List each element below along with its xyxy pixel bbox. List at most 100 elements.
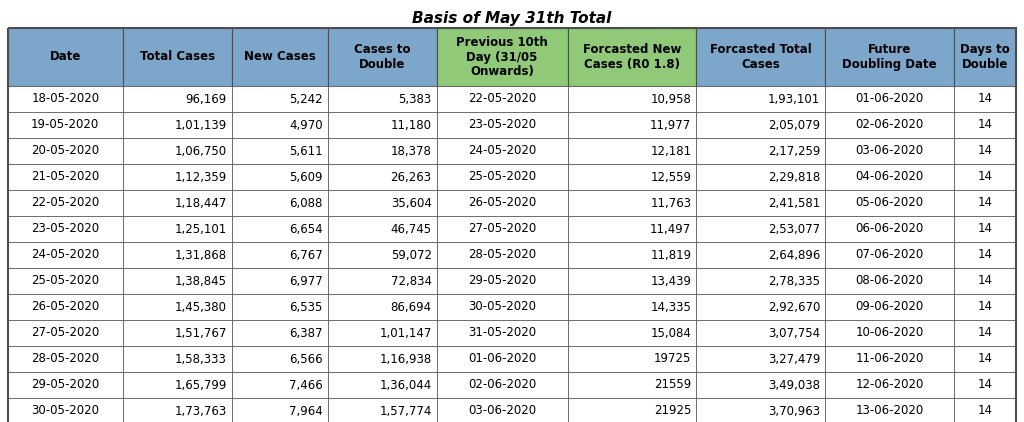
Bar [953, 268, 1016, 294]
Bar [436, 398, 567, 422]
Bar [8, 164, 123, 190]
Bar [328, 138, 436, 164]
Bar [8, 294, 123, 320]
Text: 1,12,359: 1,12,359 [174, 170, 226, 184]
Bar [696, 190, 825, 216]
Text: 6,767: 6,767 [289, 249, 323, 262]
Text: 14: 14 [978, 144, 992, 157]
Text: 2,29,818: 2,29,818 [768, 170, 820, 184]
Text: 1,06,750: 1,06,750 [174, 144, 226, 157]
Text: 1,73,763: 1,73,763 [174, 405, 226, 417]
Bar [8, 138, 123, 164]
Bar [953, 242, 1016, 268]
Text: New Cases: New Cases [244, 51, 315, 63]
Text: 3,49,038: 3,49,038 [768, 379, 820, 392]
Text: 7,466: 7,466 [289, 379, 323, 392]
Bar [436, 112, 567, 138]
Text: 28-05-2020: 28-05-2020 [31, 352, 99, 365]
Bar [825, 190, 953, 216]
Text: 1,25,101: 1,25,101 [174, 222, 226, 235]
Bar [696, 320, 825, 346]
Bar [953, 164, 1016, 190]
Bar [825, 216, 953, 242]
Bar [123, 112, 231, 138]
Bar [231, 28, 328, 86]
Bar [696, 216, 825, 242]
Text: 23-05-2020: 23-05-2020 [31, 222, 99, 235]
Bar [436, 242, 567, 268]
Text: 14,335: 14,335 [650, 300, 691, 314]
Text: 18-05-2020: 18-05-2020 [31, 92, 99, 106]
Text: 29-05-2020: 29-05-2020 [468, 274, 537, 287]
Text: 12-06-2020: 12-06-2020 [855, 379, 924, 392]
Text: 08-06-2020: 08-06-2020 [855, 274, 924, 287]
Bar [567, 268, 696, 294]
Text: 96,169: 96,169 [185, 92, 226, 106]
Bar [231, 138, 328, 164]
Bar [825, 164, 953, 190]
Bar [231, 164, 328, 190]
Text: 19725: 19725 [654, 352, 691, 365]
Text: Future
Doubling Date: Future Doubling Date [842, 43, 937, 71]
Text: 09-06-2020: 09-06-2020 [855, 300, 924, 314]
Text: 1,93,101: 1,93,101 [768, 92, 820, 106]
Bar [825, 86, 953, 112]
Bar [328, 242, 436, 268]
Bar [123, 320, 231, 346]
Text: 29-05-2020: 29-05-2020 [31, 379, 99, 392]
Text: 21925: 21925 [654, 405, 691, 417]
Bar [436, 216, 567, 242]
Text: 04-06-2020: 04-06-2020 [855, 170, 924, 184]
Bar [825, 372, 953, 398]
Bar [328, 164, 436, 190]
Text: 14: 14 [978, 170, 992, 184]
Bar [953, 398, 1016, 422]
Text: 14: 14 [978, 405, 992, 417]
Text: 1,18,447: 1,18,447 [174, 197, 226, 209]
Text: 11-06-2020: 11-06-2020 [855, 352, 924, 365]
Bar [436, 372, 567, 398]
Text: 14: 14 [978, 352, 992, 365]
Text: 12,181: 12,181 [650, 144, 691, 157]
Bar [825, 398, 953, 422]
Bar [123, 138, 231, 164]
Bar [8, 216, 123, 242]
Text: 14: 14 [978, 379, 992, 392]
Bar [696, 112, 825, 138]
Text: 31-05-2020: 31-05-2020 [468, 327, 537, 340]
Text: Cases to
Double: Cases to Double [354, 43, 411, 71]
Bar [328, 398, 436, 422]
Bar [8, 398, 123, 422]
Text: 11,180: 11,180 [391, 119, 432, 132]
Bar [567, 190, 696, 216]
Bar [231, 320, 328, 346]
Bar [328, 216, 436, 242]
Bar [953, 294, 1016, 320]
Bar [436, 28, 567, 86]
Bar [567, 242, 696, 268]
Bar [123, 164, 231, 190]
Text: 14: 14 [978, 222, 992, 235]
Text: 30-05-2020: 30-05-2020 [468, 300, 537, 314]
Bar [696, 28, 825, 86]
Bar [231, 190, 328, 216]
Bar [567, 346, 696, 372]
Text: Basis of May 31th Total: Basis of May 31th Total [413, 11, 611, 25]
Text: Forcasted New
Cases (R0 1.8): Forcasted New Cases (R0 1.8) [583, 43, 681, 71]
Text: 6,535: 6,535 [289, 300, 323, 314]
Bar [231, 216, 328, 242]
Bar [825, 112, 953, 138]
Text: 15,084: 15,084 [650, 327, 691, 340]
Text: 12,559: 12,559 [650, 170, 691, 184]
Text: 21-05-2020: 21-05-2020 [31, 170, 99, 184]
Text: 22-05-2020: 22-05-2020 [468, 92, 537, 106]
Bar [328, 294, 436, 320]
Text: 26,263: 26,263 [390, 170, 432, 184]
Bar [8, 86, 123, 112]
Text: 3,70,963: 3,70,963 [768, 405, 820, 417]
Bar [231, 86, 328, 112]
Bar [696, 372, 825, 398]
Text: 3,27,479: 3,27,479 [768, 352, 820, 365]
Text: 24-05-2020: 24-05-2020 [468, 144, 537, 157]
Bar [696, 398, 825, 422]
